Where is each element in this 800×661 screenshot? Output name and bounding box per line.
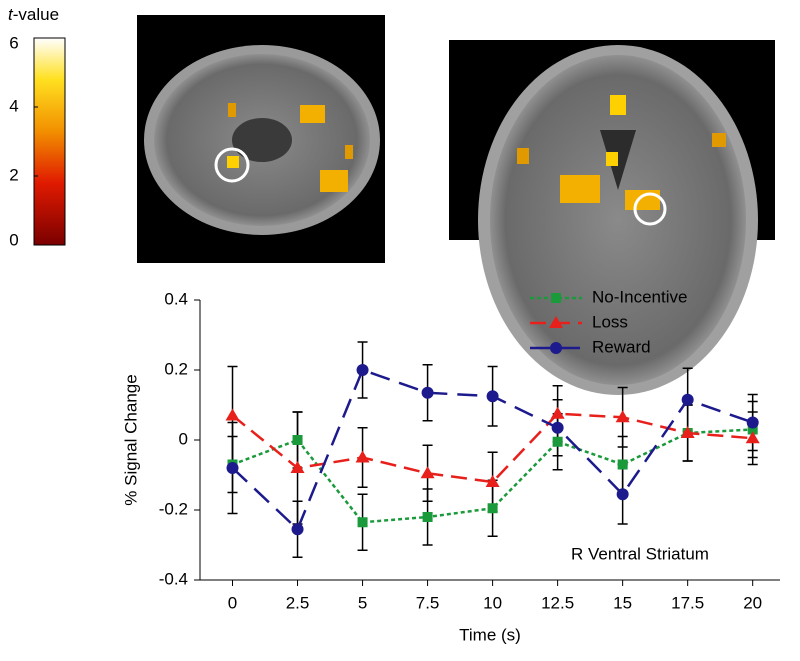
colorbar-tick-label: 0 — [9, 230, 18, 249]
x-axis-label: Time (s) — [459, 625, 521, 644]
legend-marker — [549, 316, 563, 328]
y-tick-label: 0.2 — [164, 359, 188, 378]
marker — [290, 461, 305, 473]
marker — [681, 393, 694, 406]
brain-axial — [137, 15, 385, 263]
colorbar-tick-label: 6 — [9, 33, 18, 52]
marker — [552, 436, 563, 447]
marker — [485, 475, 500, 487]
marker — [487, 503, 498, 514]
marker — [421, 386, 434, 399]
colorbar-tick-label: 4 — [9, 96, 18, 115]
x-tick-label: 12.5 — [541, 593, 574, 612]
y-axis-label: % Signal Change — [121, 374, 140, 505]
marker — [551, 421, 564, 434]
marker — [292, 435, 303, 445]
x-tick-label: 20 — [743, 593, 762, 612]
y-tick-label: -0.4 — [159, 569, 188, 588]
marker — [616, 488, 629, 501]
marker — [680, 426, 695, 438]
colorbar-label-var: t — [8, 5, 14, 24]
colorbar-label-rest: -value — [13, 5, 59, 24]
legend-marker — [550, 342, 562, 354]
y-tick-label: 0 — [179, 429, 188, 448]
annotation: R Ventral Striatum — [571, 544, 709, 563]
series-line — [231, 412, 753, 484]
y-tick-label: 0.4 — [164, 289, 188, 308]
marker — [550, 406, 565, 419]
marker — [291, 523, 304, 536]
marker — [226, 462, 239, 474]
marker — [486, 390, 499, 403]
x-tick-label: 0 — [228, 593, 237, 612]
colorbar-label: t-value — [8, 5, 59, 24]
y-tick-label: -0.2 — [159, 499, 188, 518]
marker — [357, 517, 368, 528]
marker — [617, 459, 628, 470]
x-tick-label: 10 — [483, 593, 502, 612]
marker — [356, 364, 369, 376]
legend-marker — [551, 293, 561, 303]
marker — [225, 408, 240, 421]
legend-label: Loss — [592, 312, 628, 331]
legend-label: No-Incentive — [592, 287, 687, 306]
marker — [615, 410, 630, 423]
legend-label: Reward — [592, 337, 651, 356]
marker — [745, 431, 760, 444]
x-tick-label: 5 — [358, 593, 367, 612]
marker — [420, 466, 435, 479]
marker — [747, 424, 758, 435]
marker — [355, 450, 370, 463]
colorbar-tick-label: 2 — [9, 165, 18, 184]
x-tick-label: 17.5 — [671, 593, 704, 612]
colorbar — [33, 37, 66, 246]
marker — [746, 416, 759, 429]
x-tick-label: 7.5 — [416, 593, 440, 612]
x-tick-label: 15 — [613, 593, 632, 612]
x-tick-label: 2.5 — [286, 593, 310, 612]
marker — [422, 512, 433, 522]
